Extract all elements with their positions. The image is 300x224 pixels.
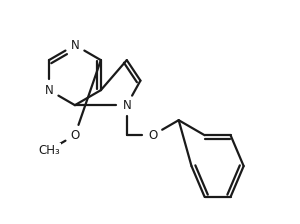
Text: O: O bbox=[70, 129, 80, 142]
Text: O: O bbox=[148, 129, 158, 142]
Text: N: N bbox=[122, 99, 131, 112]
Text: N: N bbox=[45, 84, 53, 97]
Text: CH₃: CH₃ bbox=[38, 144, 60, 157]
Text: N: N bbox=[70, 39, 79, 52]
